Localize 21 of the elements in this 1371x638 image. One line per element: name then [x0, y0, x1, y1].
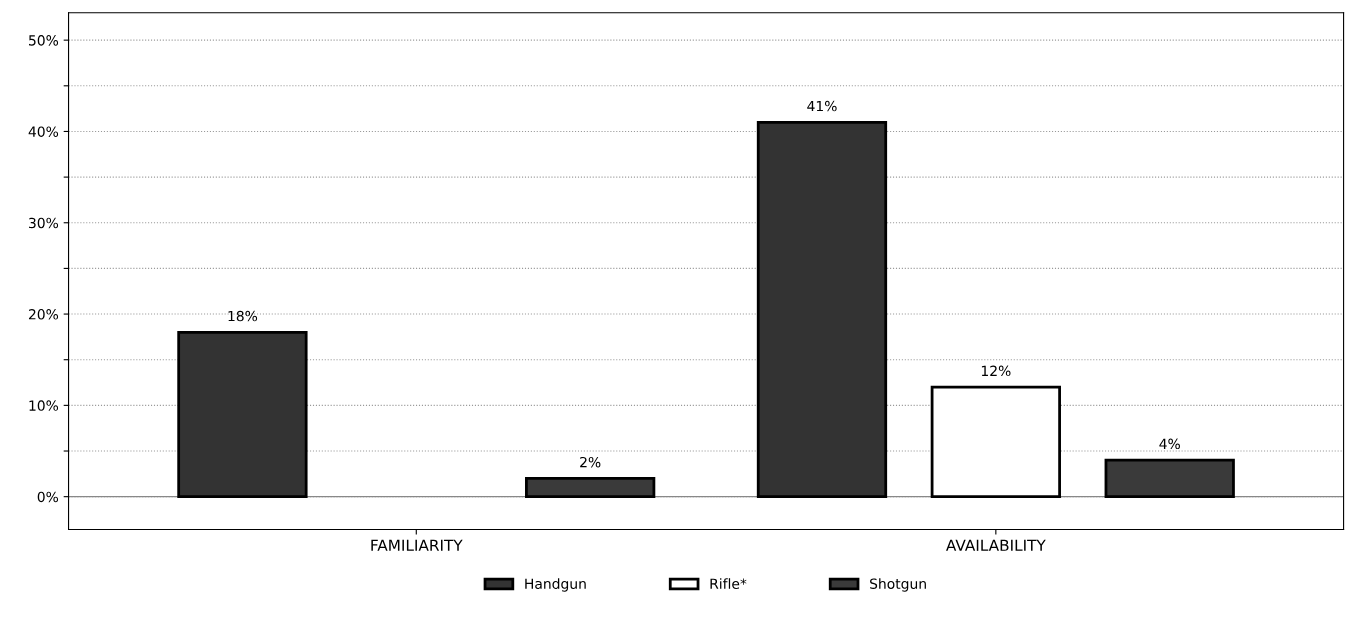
- x-tick-label: AVAILABILITY: [946, 539, 1046, 551]
- bar: [930, 385, 1061, 499]
- legend-label: Rifle*: [710, 578, 747, 589]
- y-tick-label: 50%: [29, 35, 59, 46]
- data-label: 2%: [580, 456, 601, 468]
- data-label: 4%: [1159, 438, 1180, 450]
- data-label: 18%: [228, 310, 258, 322]
- bar: [1104, 458, 1235, 499]
- y-tick-label: 0%: [37, 491, 59, 503]
- y-tick-label: 40%: [28, 126, 59, 137]
- data-label: 12%: [981, 365, 1011, 377]
- x-tick-label: FAMILIARITY: [371, 539, 463, 551]
- bar: [525, 477, 656, 499]
- bar: [177, 330, 308, 499]
- bar: [756, 120, 888, 499]
- legend-label: Shotgun: [870, 578, 926, 592]
- data-label: 41%: [807, 100, 837, 112]
- y-tick-label: 30%: [29, 217, 59, 229]
- legend-label: Handgun: [525, 578, 586, 592]
- y-tick-label: 10%: [29, 400, 59, 411]
- y-tick-label: 20%: [28, 309, 59, 320]
